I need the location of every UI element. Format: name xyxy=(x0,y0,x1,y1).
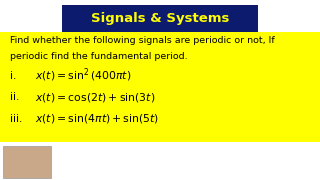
Bar xyxy=(3,146,51,178)
Text: Signals & Systems: Signals & Systems xyxy=(91,12,229,25)
Text: Find whether the following signals are periodic or not, If: Find whether the following signals are p… xyxy=(10,36,274,45)
Bar xyxy=(0,32,320,142)
Text: $x(t) = \sin(4\pi t) + \sin(5t)$: $x(t) = \sin(4\pi t) + \sin(5t)$ xyxy=(35,112,159,125)
Text: i.: i. xyxy=(10,71,16,81)
Text: iii.: iii. xyxy=(10,114,22,124)
Text: periodic find the fundamental period.: periodic find the fundamental period. xyxy=(10,52,187,61)
Text: $x(t) = \cos(2t) + \sin(3t)$: $x(t) = \cos(2t) + \sin(3t)$ xyxy=(35,91,156,104)
Text: $x(t) = \sin^2(400\pi t)$: $x(t) = \sin^2(400\pi t)$ xyxy=(35,67,132,84)
Text: ii.: ii. xyxy=(10,92,19,102)
Bar xyxy=(62,5,258,32)
